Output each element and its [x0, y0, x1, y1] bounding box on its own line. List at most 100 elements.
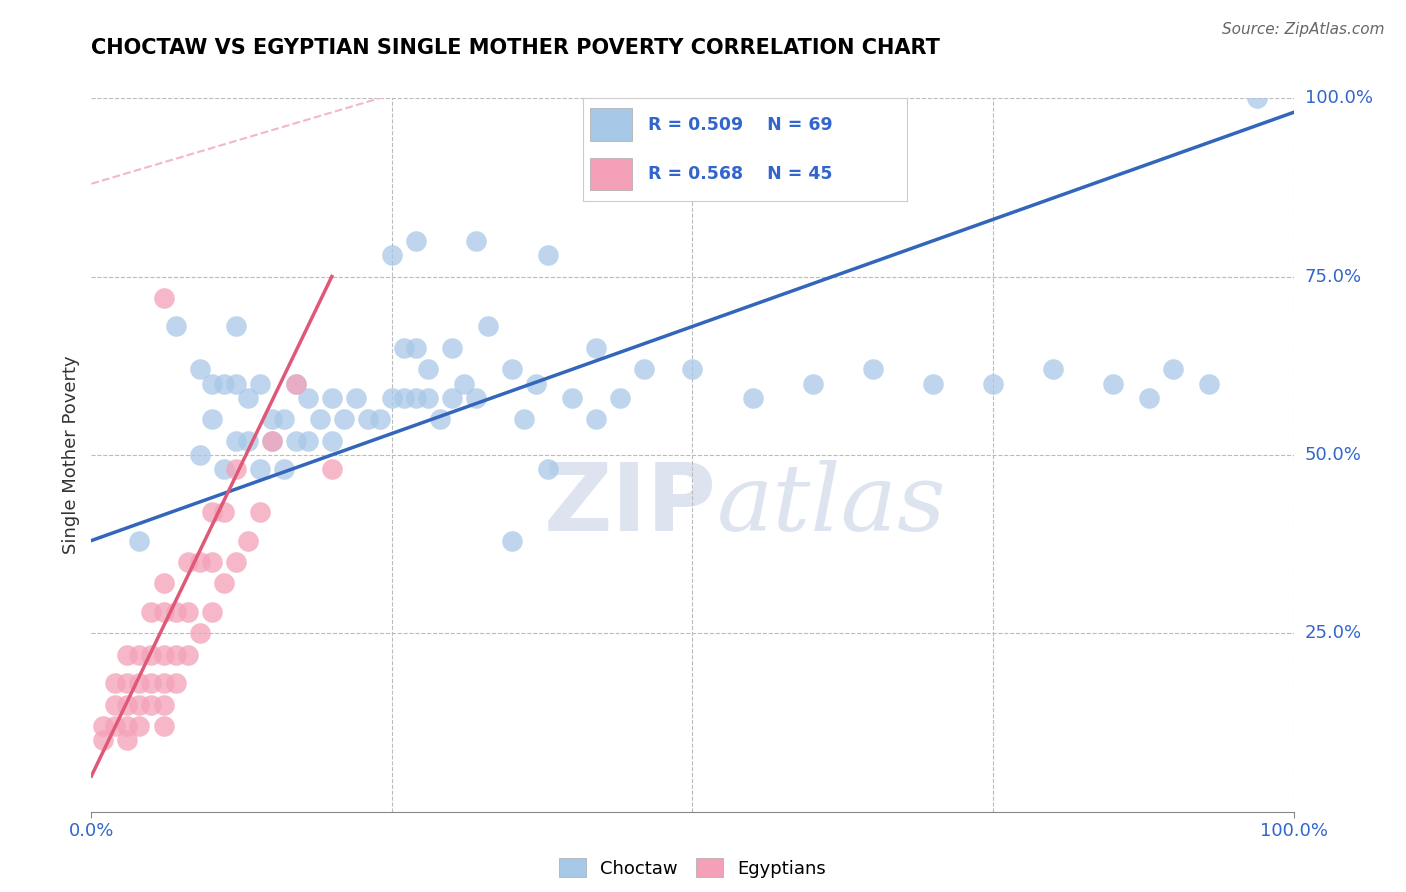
Point	[1198, 376, 1220, 391]
Point	[176, 555, 198, 569]
Text: 25.0%: 25.0%	[1305, 624, 1362, 642]
Point	[236, 391, 259, 405]
Bar	[591, 158, 633, 190]
Point	[141, 676, 163, 690]
Point	[225, 434, 247, 448]
Point	[453, 376, 475, 391]
Y-axis label: Single Mother Poverty: Single Mother Poverty	[62, 356, 80, 554]
Text: R = 0.509    N = 69: R = 0.509 N = 69	[648, 116, 832, 134]
Point	[321, 462, 343, 476]
Point	[1246, 91, 1268, 105]
Text: 100.0%: 100.0%	[1305, 89, 1372, 107]
Point	[128, 648, 150, 662]
Text: R = 0.568    N = 45: R = 0.568 N = 45	[648, 165, 832, 183]
Point	[416, 391, 439, 405]
Point	[188, 448, 211, 462]
Point	[440, 341, 463, 355]
Point	[609, 391, 631, 405]
Point	[381, 391, 404, 405]
Point	[981, 376, 1004, 391]
Text: Source: ZipAtlas.com: Source: ZipAtlas.com	[1222, 22, 1385, 37]
Point	[284, 376, 307, 391]
Point	[152, 648, 174, 662]
Point	[465, 391, 488, 405]
Point	[308, 412, 330, 426]
Point	[212, 505, 235, 519]
Point	[165, 319, 187, 334]
Point	[141, 648, 163, 662]
Point	[260, 434, 283, 448]
Point	[212, 376, 235, 391]
Point	[260, 434, 283, 448]
Point	[284, 434, 307, 448]
Point	[201, 505, 224, 519]
Point	[681, 362, 703, 376]
Point	[93, 719, 115, 733]
Point	[741, 391, 763, 405]
Point	[93, 733, 115, 747]
Point	[201, 376, 224, 391]
Point	[284, 376, 307, 391]
Text: 75.0%: 75.0%	[1305, 268, 1362, 285]
Point	[405, 234, 427, 248]
Point	[236, 434, 259, 448]
Point	[176, 605, 198, 619]
Point	[117, 698, 139, 712]
Point	[152, 698, 174, 712]
Text: CHOCTAW VS EGYPTIAN SINGLE MOTHER POVERTY CORRELATION CHART: CHOCTAW VS EGYPTIAN SINGLE MOTHER POVERT…	[91, 38, 941, 58]
Point	[273, 412, 295, 426]
Point	[165, 648, 187, 662]
Text: 50.0%: 50.0%	[1305, 446, 1361, 464]
Point	[381, 248, 404, 262]
Point	[117, 719, 139, 733]
Point	[117, 676, 139, 690]
Point	[188, 626, 211, 640]
Point	[1161, 362, 1184, 376]
Point	[405, 391, 427, 405]
Point	[273, 462, 295, 476]
Point	[633, 362, 655, 376]
Point	[344, 391, 367, 405]
Point	[501, 533, 523, 548]
Point	[249, 376, 271, 391]
Point	[128, 533, 150, 548]
Point	[561, 391, 583, 405]
Point	[212, 462, 235, 476]
Point	[117, 733, 139, 747]
Point	[440, 391, 463, 405]
Point	[128, 676, 150, 690]
Point	[321, 434, 343, 448]
Point	[165, 605, 187, 619]
Point	[117, 648, 139, 662]
Point	[236, 533, 259, 548]
Point	[297, 391, 319, 405]
Text: atlas: atlas	[717, 460, 946, 549]
Point	[188, 555, 211, 569]
Point	[321, 391, 343, 405]
Point	[465, 234, 488, 248]
Point	[128, 719, 150, 733]
Point	[368, 412, 391, 426]
Point	[104, 698, 127, 712]
Point	[201, 605, 224, 619]
Point	[104, 719, 127, 733]
Point	[141, 698, 163, 712]
Point	[201, 555, 224, 569]
Point	[1137, 391, 1160, 405]
Point	[249, 505, 271, 519]
Point	[585, 412, 607, 426]
Point	[225, 462, 247, 476]
Point	[225, 555, 247, 569]
Point	[392, 391, 415, 405]
Point	[477, 319, 499, 334]
Point	[104, 676, 127, 690]
Point	[152, 291, 174, 305]
Point	[1102, 376, 1125, 391]
Point	[141, 605, 163, 619]
Text: ZIP: ZIP	[544, 458, 717, 551]
Point	[249, 462, 271, 476]
Point	[1042, 362, 1064, 376]
Point	[225, 319, 247, 334]
Point	[297, 434, 319, 448]
Point	[128, 698, 150, 712]
